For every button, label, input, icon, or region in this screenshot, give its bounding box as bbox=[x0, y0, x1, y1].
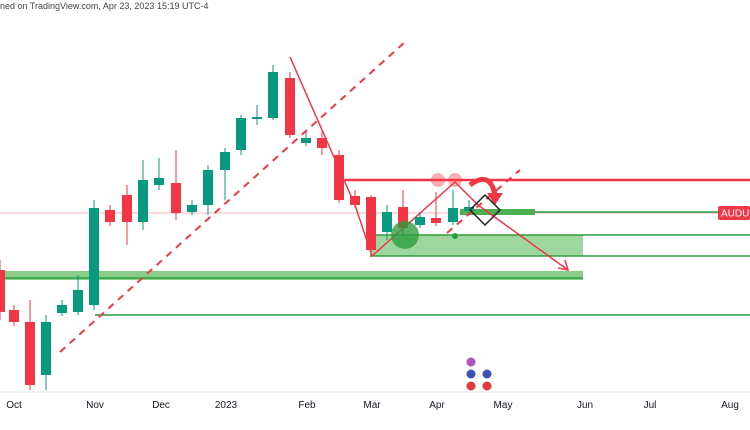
x-axis-label: Dec bbox=[152, 400, 170, 411]
marker-dot bbox=[452, 233, 458, 239]
x-axis-label: Jun bbox=[577, 400, 593, 411]
candle-body bbox=[41, 322, 51, 375]
candle-body bbox=[398, 207, 408, 228]
candle-body bbox=[236, 118, 246, 150]
candle-body bbox=[122, 195, 132, 222]
x-axis-label: 2023 bbox=[215, 400, 238, 411]
candle-body bbox=[138, 180, 148, 222]
candle-body bbox=[366, 197, 376, 250]
candle-body bbox=[415, 217, 425, 225]
candle-body bbox=[464, 207, 474, 211]
trend-line bbox=[446, 169, 521, 234]
marker-circle bbox=[448, 173, 462, 187]
candle-body bbox=[57, 305, 67, 313]
marker-circle bbox=[391, 221, 419, 249]
candle-body bbox=[268, 72, 278, 118]
candle-body bbox=[9, 310, 19, 322]
event-icon bbox=[482, 381, 492, 391]
candle-body bbox=[252, 117, 262, 119]
candle-body bbox=[334, 155, 344, 200]
x-axis-label: Aug bbox=[721, 400, 739, 411]
symbol-label: AUDUS bbox=[721, 209, 750, 220]
header-text: ned on TradingView.com, Apr 23, 2023 15:… bbox=[0, 1, 208, 11]
curved-arrow bbox=[468, 176, 498, 196]
x-axis-label: Jul bbox=[644, 400, 657, 411]
x-axis-label: May bbox=[494, 400, 513, 411]
arrow-head bbox=[557, 259, 570, 271]
event-icon bbox=[466, 381, 476, 391]
candle-body bbox=[382, 212, 392, 232]
candle-body bbox=[448, 208, 458, 222]
event-icon bbox=[466, 369, 476, 379]
candle-body bbox=[317, 138, 327, 148]
support-zone bbox=[0, 271, 583, 280]
candle-body bbox=[154, 178, 164, 185]
x-axis-label: Nov bbox=[86, 400, 104, 411]
event-icon bbox=[482, 369, 492, 379]
candle-body bbox=[105, 210, 115, 222]
candle-body bbox=[89, 208, 99, 305]
marker-circle bbox=[431, 173, 445, 187]
candle-body bbox=[350, 196, 360, 205]
projection-line bbox=[477, 204, 569, 271]
candle-body bbox=[187, 205, 197, 212]
event-icon bbox=[466, 357, 476, 367]
x-axis: Oct Nov Dec 2023 Feb Mar Apr May Jun Jul Aug bbox=[6, 400, 739, 411]
candle-body bbox=[220, 152, 230, 170]
symbol-tag bbox=[718, 206, 750, 220]
x-axis-label: Oct bbox=[6, 400, 22, 411]
x-axis-label: Apr bbox=[429, 400, 445, 411]
candle-body bbox=[431, 218, 441, 223]
candle-body bbox=[73, 290, 83, 312]
candle-body bbox=[25, 322, 35, 385]
x-axis-label: Feb bbox=[298, 400, 316, 411]
diamond-shape bbox=[468, 193, 502, 227]
x-axis-label: Mar bbox=[363, 400, 381, 411]
wave-path bbox=[289, 56, 479, 258]
candle-body bbox=[171, 183, 181, 213]
candle-body bbox=[301, 138, 311, 143]
candles bbox=[0, 65, 474, 390]
curved-arrow-head bbox=[487, 193, 503, 205]
candle-body bbox=[203, 170, 213, 205]
candle-body bbox=[285, 78, 295, 135]
candle-body bbox=[0, 270, 5, 312]
support-zone bbox=[370, 235, 583, 256]
